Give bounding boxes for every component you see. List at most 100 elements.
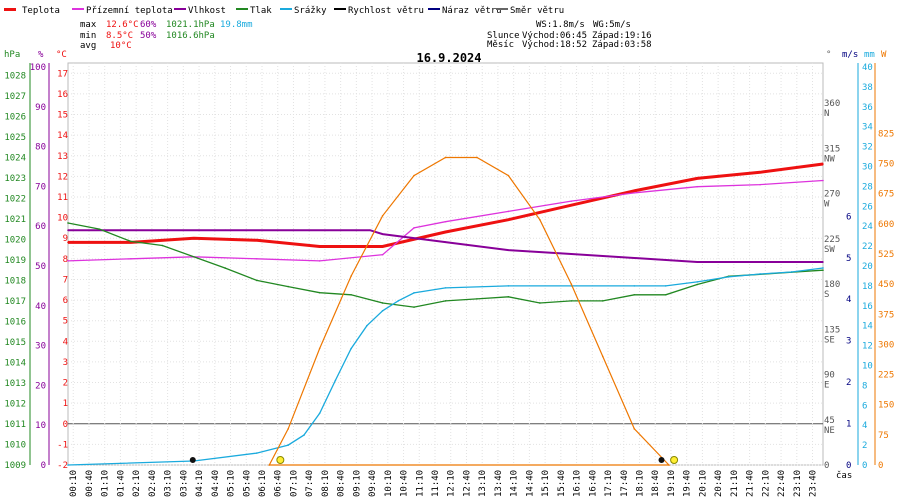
x-tick-label: 16:10: [573, 470, 583, 497]
degc-tick: -1: [57, 440, 68, 450]
series-point: [98, 228, 101, 230]
series-point: [381, 233, 384, 235]
series-point: [303, 434, 305, 436]
series-point: [570, 300, 573, 302]
mm-tick: 26: [862, 202, 873, 212]
series-point: [444, 287, 447, 289]
ms-tick: 3: [846, 337, 851, 347]
hpa-tick: 1016: [4, 317, 26, 327]
degc-tick: 15: [57, 111, 68, 121]
hpa-tick: 1010: [4, 440, 26, 450]
hpa-tick: 1009: [4, 461, 26, 471]
series-point: [633, 285, 636, 287]
x-tick-label: 18:40: [651, 470, 661, 497]
series-line: [67, 267, 824, 466]
degc-tick: 13: [57, 152, 68, 162]
ms-tick: 0: [846, 461, 851, 471]
series-point: [67, 241, 69, 244]
stat-max-hum: 60%: [140, 20, 157, 30]
degc-tick: 11: [57, 193, 68, 203]
stat-max-rain: 19.8mm: [220, 20, 253, 30]
series-point: [334, 379, 337, 382]
x-tick-label: 13:40: [494, 470, 504, 497]
series-point: [696, 185, 698, 188]
series-point: [696, 177, 698, 180]
series-point: [268, 464, 271, 466]
series-point: [601, 300, 604, 302]
degc-tick: -2: [57, 461, 68, 471]
x-tick-label: 03:10: [164, 470, 174, 497]
series-point: [696, 283, 698, 286]
legend-teplota: Teplota: [22, 6, 60, 16]
mm-tick: 36: [862, 103, 873, 113]
series-point: [67, 464, 69, 466]
hpa-tick: 1020: [4, 235, 26, 245]
stat-avg-label: avg: [80, 41, 96, 51]
series-point: [822, 179, 824, 182]
mm-tick: 30: [862, 162, 873, 172]
series-point: [255, 239, 258, 242]
compass-tick: NW: [824, 154, 835, 164]
degc-tick: 6: [63, 296, 68, 306]
series-point: [507, 210, 510, 213]
w-tick: 150: [878, 401, 894, 411]
deg-tick: 270: [824, 190, 840, 200]
markers: [189, 456, 679, 464]
legend-swatch-prizemni: [72, 8, 84, 10]
hpa-tick: 1017: [4, 297, 26, 307]
series-point: [369, 229, 371, 231]
axis-unit-w: W: [881, 50, 887, 60]
deg-tick: 135: [824, 325, 840, 335]
series-point: [759, 171, 761, 174]
degc-tick: 16: [57, 90, 68, 100]
legend-swatch-naraz: [428, 8, 440, 10]
w-tick: 300: [878, 340, 894, 350]
series-point: [224, 229, 227, 231]
legend-prizemni: Přízemní teplota: [86, 6, 173, 16]
pct-tick: 100: [30, 63, 46, 73]
series-point: [601, 355, 604, 358]
compass-tick: S: [824, 290, 829, 300]
axis-unit-degc: °C: [56, 50, 67, 60]
deg-tick: 360: [824, 99, 840, 109]
legend-swatch-teplota: [4, 8, 16, 11]
series-point: [287, 428, 290, 430]
deg-tick: 90: [824, 371, 835, 381]
series-point: [224, 267, 227, 269]
x-tick-label: 09:40: [368, 470, 378, 497]
mm-tick: 28: [862, 182, 873, 192]
legend-swatch-tlak: [236, 8, 248, 10]
axis-unit-ms: m/s: [842, 50, 858, 60]
series-point: [696, 261, 698, 263]
stat-min-press: 1016.6hPa: [166, 31, 215, 41]
x-tick-label: 08:40: [337, 470, 347, 497]
x-axis-label: čas: [836, 470, 852, 481]
series-point: [633, 257, 636, 259]
x-tick-label: 05:10: [227, 470, 237, 497]
series-point: [318, 412, 321, 415]
stat-sun-set: Západ:19:16: [592, 31, 652, 41]
stat-max-temp: 12.6°C: [106, 20, 139, 30]
series-point: [366, 324, 368, 327]
x-tick-label: 15:40: [557, 470, 567, 497]
axis-unit-mm: mm: [864, 50, 875, 60]
series-point: [130, 240, 132, 243]
series-point: [476, 156, 478, 159]
mm-tick: 24: [862, 222, 873, 232]
hpa-tick: 1013: [4, 379, 26, 389]
series-point: [727, 276, 730, 278]
ms-tick: 5: [846, 254, 851, 264]
series-point: [507, 249, 510, 251]
legend-naraz: Náraz větru: [442, 6, 502, 16]
degc-tick: 7: [63, 275, 68, 285]
x-tick-label: 03:40: [179, 470, 189, 497]
w-tick: 375: [878, 310, 894, 320]
w-tick: 0: [878, 461, 883, 471]
series-point: [67, 229, 69, 231]
degc-tick: 8: [63, 255, 68, 265]
x-tick-label: 07:40: [305, 470, 315, 497]
series-line: [67, 179, 824, 262]
x-tick-label: 05:40: [242, 470, 252, 497]
mm-tick: 4: [862, 421, 867, 431]
mm-tick: 22: [862, 242, 873, 252]
